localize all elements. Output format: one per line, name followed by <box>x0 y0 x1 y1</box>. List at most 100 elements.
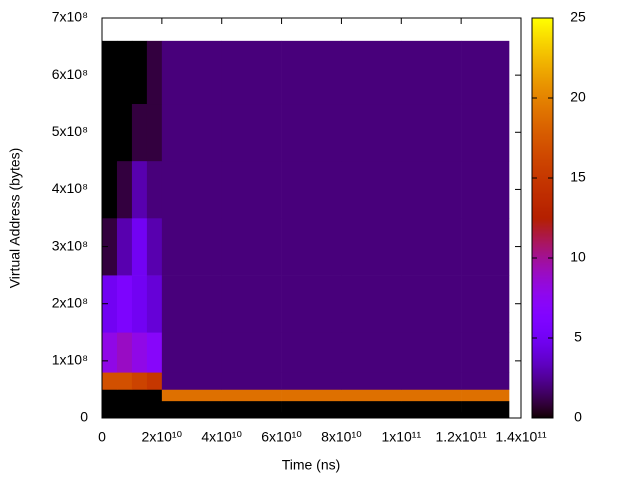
colorbar-segment <box>532 124 553 127</box>
colorbar-segment <box>532 358 553 361</box>
heatmap-cell <box>131 103 148 162</box>
colorbar-segment <box>532 236 553 239</box>
heatmap-cell <box>102 332 118 373</box>
heatmap-cell <box>281 389 342 402</box>
colorbar-segment <box>532 98 553 101</box>
colorbar-segment <box>532 340 553 343</box>
colorbar-segment <box>532 382 553 385</box>
heatmap-cell <box>281 218 342 276</box>
colorbar-segment <box>532 270 553 273</box>
colorbar-segment <box>532 280 553 283</box>
heatmap-cell <box>116 103 133 162</box>
colorbar-segment <box>532 346 553 349</box>
heatmap-cell <box>461 103 510 162</box>
heatmap-cell <box>221 103 282 162</box>
colorbar-segment <box>532 70 553 73</box>
heatmap-cell <box>221 372 282 390</box>
colorbar-segment <box>532 392 553 395</box>
heatmap-cell <box>341 389 402 402</box>
colorbar-segment <box>532 202 553 205</box>
heatmap-cell <box>401 103 462 162</box>
colorbar-segment <box>532 336 553 339</box>
colorbar-segment <box>532 22 553 25</box>
heatmap-cell <box>102 400 118 419</box>
heatmap-cell <box>341 40 402 105</box>
colorbar-segment <box>532 170 553 173</box>
colorbar-segment <box>532 172 553 175</box>
colorbar-segment <box>532 234 553 237</box>
colorbar-segment <box>532 304 553 307</box>
colorbar-segment <box>532 102 553 105</box>
colorbar-segment <box>532 314 553 317</box>
colorbar-segment <box>532 316 553 319</box>
colorbar-segment <box>532 232 553 235</box>
colorbar-segment <box>532 146 553 149</box>
colorbar-segment <box>532 412 553 415</box>
colorbar-segment <box>532 182 553 185</box>
colorbar-segment <box>532 74 553 77</box>
heatmap-cell <box>161 372 223 390</box>
colorbar-segment <box>532 84 553 87</box>
colorbar-segment <box>532 180 553 183</box>
y-axis-label: Virtual Address (bytes) <box>7 148 23 289</box>
colorbar-segment <box>532 212 553 215</box>
colorbar-segment <box>532 390 553 393</box>
colorbar-segment <box>532 410 553 413</box>
colorbar-segment <box>532 186 553 189</box>
heatmap-cell <box>131 218 148 276</box>
x-tick-label: 8x10¹⁰ <box>321 429 362 445</box>
colorbar-segment <box>532 366 553 369</box>
colorbar-segment <box>532 158 553 161</box>
colorbar-segment <box>532 156 553 159</box>
heatmap-cell <box>161 160 223 219</box>
colorbar-segment <box>532 332 553 335</box>
colorbar-segment <box>532 344 553 347</box>
colorbar-segment <box>532 406 553 409</box>
heatmap-cell <box>161 275 223 333</box>
colorbar-segment <box>532 160 553 163</box>
heatmap-cell <box>102 275 118 333</box>
heatmap-cell <box>341 332 402 373</box>
colorbar-segment <box>532 120 553 123</box>
colorbar-segment <box>532 326 553 329</box>
colorbar-segment <box>532 408 553 411</box>
colorbar-segment <box>532 258 553 261</box>
colorbar-segment <box>532 162 553 165</box>
heatmap-cell <box>221 332 282 373</box>
colorbar-segment <box>532 290 553 293</box>
colorbar-segment <box>532 240 553 243</box>
heatmap-cell <box>131 400 148 419</box>
colorbar-segment <box>532 110 553 113</box>
colorbar-segment <box>532 132 553 135</box>
colorbar-segment <box>532 350 553 353</box>
x-tick-label: 1.2x10¹¹ <box>435 429 487 445</box>
colorbar-segment <box>532 92 553 95</box>
colorbar-segment <box>532 106 553 109</box>
colorbar-segment <box>532 54 553 57</box>
colorbar-segment <box>532 116 553 119</box>
colorbar-segment <box>532 32 553 35</box>
colorbar-segment <box>532 334 553 337</box>
heatmap-cell <box>146 160 163 219</box>
colorbar-segment <box>532 402 553 405</box>
heatmap-cell <box>461 400 510 419</box>
colorbar-segment <box>532 286 553 289</box>
colorbar-segment <box>532 278 553 281</box>
x-tick-label: 0 <box>98 429 106 445</box>
y-tick-label: 7x10⁸ <box>52 9 88 25</box>
colorbar-segment <box>532 306 553 309</box>
colorbar-segment <box>532 262 553 265</box>
colorbar-segment <box>532 208 553 211</box>
colorbar-segment <box>532 214 553 217</box>
colorbar-segment <box>532 128 553 131</box>
colorbar-segment <box>532 112 553 115</box>
colorbar-segment <box>532 40 553 43</box>
colorbar-segment <box>532 416 553 419</box>
x-tick-label: 1x10¹¹ <box>381 429 421 445</box>
heatmap-cell <box>116 400 133 419</box>
heatmap-cell <box>146 275 163 333</box>
colorbar-segment <box>532 308 553 311</box>
colorbar-segment <box>532 238 553 241</box>
y-tick-label: 5x10⁸ <box>52 123 88 139</box>
heatmap-cell <box>281 103 342 162</box>
